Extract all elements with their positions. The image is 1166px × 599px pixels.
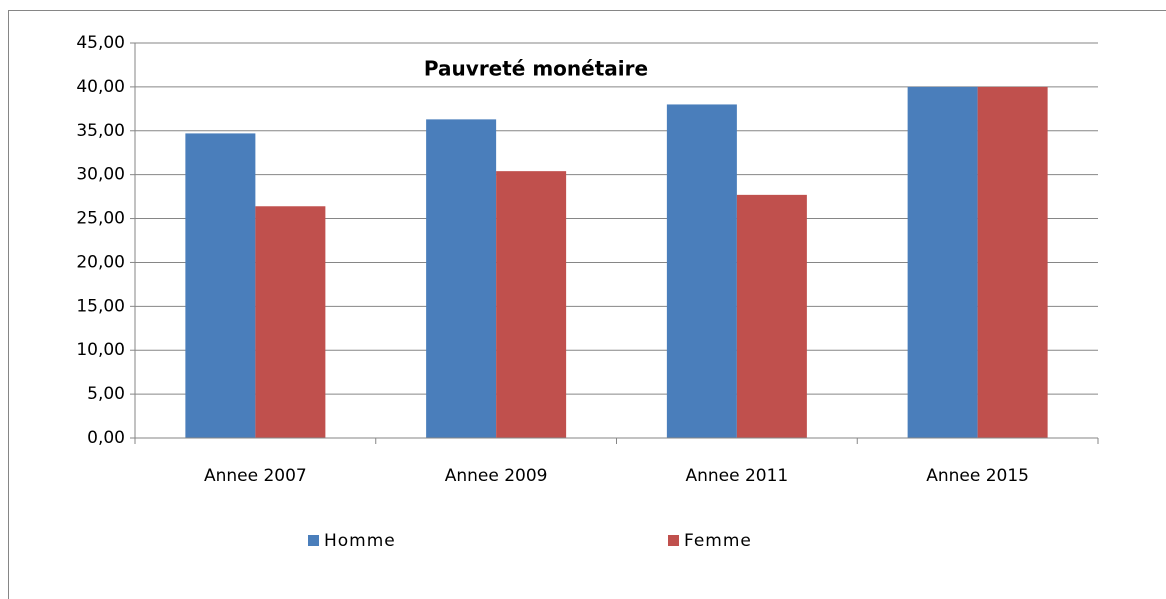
bar [977,86,1048,438]
bar [496,171,567,438]
legend-label: Homme [324,531,396,551]
legend-swatch [308,535,319,546]
bar [666,104,737,438]
y-tick-label: 25,00 [76,209,125,229]
y-tick-label: 0,00 [87,428,125,448]
x-tick-label: Annee 2007 [204,466,307,486]
y-tick-label: 5,00 [87,384,125,404]
y-tick-label: 40,00 [76,77,125,97]
bar [255,206,326,438]
y-tick-label: 30,00 [76,165,125,185]
x-tick-label: Annee 2011 [685,466,788,486]
x-tick-label: Annee 2015 [926,466,1029,486]
y-tick-label: 35,00 [76,121,125,141]
bar [185,133,256,438]
x-tick-label: Annee 2009 [445,466,548,486]
bar [736,194,807,438]
y-tick-label: 20,00 [76,252,125,272]
legend-label: Femme [684,531,752,551]
bar [907,86,978,438]
y-tick-label: 15,00 [76,296,125,316]
y-tick-label: 10,00 [76,340,125,360]
legend-swatch [668,535,679,546]
chart-title: Pauvreté monétaire [424,57,648,81]
bar [426,119,497,438]
y-tick-label: 45,00 [76,33,125,53]
